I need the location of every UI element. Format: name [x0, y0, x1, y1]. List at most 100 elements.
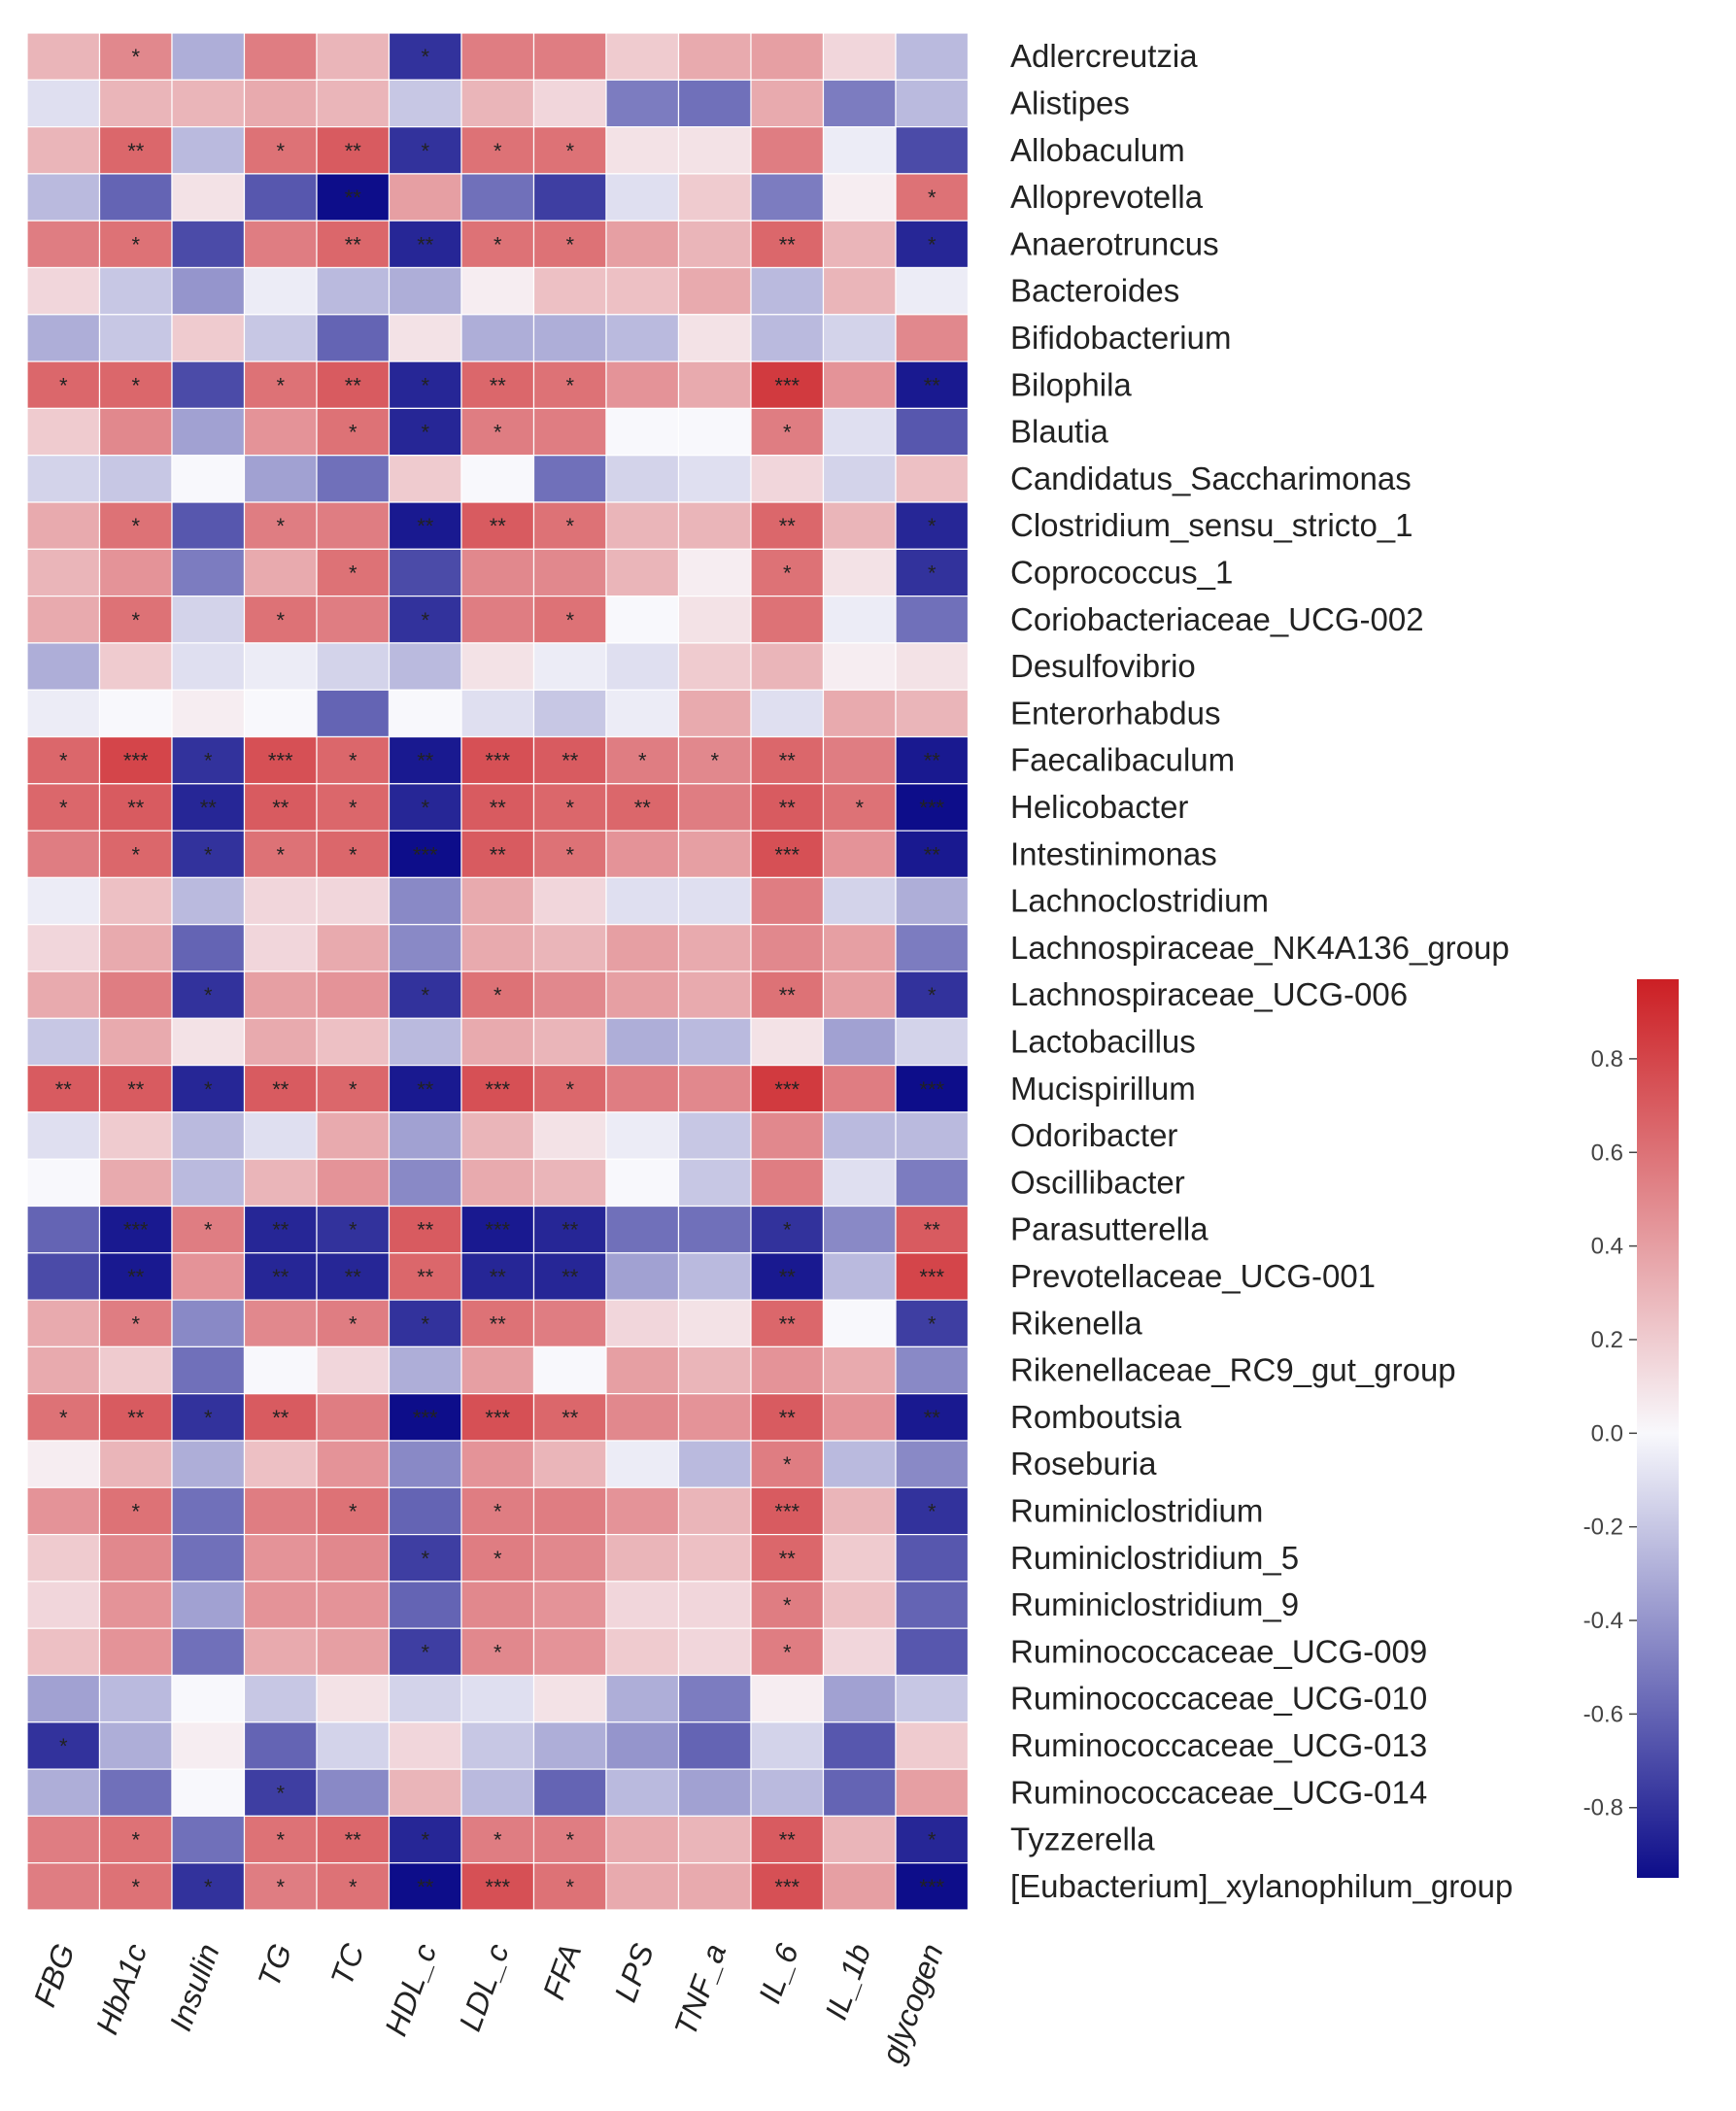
heatmap-cell [26, 1627, 101, 1677]
heatmap-cell [750, 1017, 825, 1067]
heatmap-cell [460, 1299, 535, 1347]
significance-mark: * [783, 1218, 792, 1243]
heatmap-cell [532, 1393, 607, 1442]
heatmap-cell [98, 1158, 173, 1208]
heatmap-cell [388, 1721, 462, 1770]
heatmap-cell [98, 407, 173, 457]
heatmap-cell [532, 1205, 607, 1254]
heatmap-cell [895, 1158, 970, 1208]
heatmap-cell [822, 830, 897, 878]
heatmap-cell [243, 266, 318, 316]
significance-mark: * [276, 373, 285, 397]
heatmap-cell [822, 689, 897, 738]
row-label: Bifidobacterium [1010, 320, 1231, 356]
heatmap-cell [171, 735, 246, 785]
heatmap-cell [171, 455, 246, 503]
heatmap-cell [605, 970, 680, 1019]
significance-mark: * [204, 1077, 213, 1102]
heatmap-cell [171, 1815, 246, 1864]
row-label: Lactobacillus [1010, 1023, 1196, 1059]
significance-mark: * [349, 749, 357, 773]
significance-mark: ** [562, 749, 579, 773]
heatmap-cell [316, 220, 391, 269]
heatmap-cell [895, 642, 970, 691]
column-label: FBG [27, 1939, 82, 2011]
significance-mark: ** [345, 186, 362, 210]
heatmap-cell [895, 735, 970, 785]
heatmap-cell [26, 79, 101, 128]
heatmap-cell [532, 689, 607, 738]
heatmap-cell [822, 1721, 897, 1770]
heatmap-cell [895, 1345, 970, 1395]
heatmap-cell [532, 1252, 607, 1301]
colorbar-tick-label: 0.8 [1591, 1046, 1623, 1073]
heatmap-cell [171, 1017, 246, 1067]
heatmap-cell [677, 1862, 752, 1911]
heatmap-cell [316, 1440, 391, 1488]
significance-mark: ** [272, 1265, 289, 1289]
row-label: Ruminiclostridium_5 [1010, 1540, 1299, 1576]
heatmap-cell [460, 220, 535, 269]
significance-mark: * [494, 1828, 502, 1853]
heatmap-cell [677, 1815, 752, 1864]
row-label: [Eubacterium]_xylanophilum_group [1010, 1868, 1513, 1904]
heatmap-cell [605, 79, 680, 128]
heatmap-cell [822, 1064, 897, 1113]
significance-mark: * [59, 1734, 68, 1758]
significance-mark: *** [774, 1875, 800, 1899]
heatmap-cell [677, 1486, 752, 1536]
heatmap-cell [26, 1486, 101, 1536]
row-label: Intestinimonas [1010, 835, 1217, 871]
heatmap-cell [388, 924, 462, 972]
heatmap-cell [388, 595, 462, 644]
heatmap-cell [605, 548, 680, 597]
heatmap-cell [316, 360, 391, 410]
significance-mark: * [349, 1077, 357, 1102]
significance-marks: * *** * ** * * *** ** ** ** * * ** ** * * ** * ** * *** *** * *… [55, 45, 945, 1899]
column-label: glycogen [874, 1939, 950, 2068]
heatmap-cell [98, 1252, 173, 1301]
heatmap-cell [26, 314, 101, 362]
heatmap-cell [316, 924, 391, 972]
heatmap-cell [677, 595, 752, 644]
heatmap-cell [750, 314, 825, 362]
heatmap-cell [822, 79, 897, 128]
significance-mark: *** [123, 1218, 149, 1243]
heatmap-cell [316, 314, 391, 362]
heatmap-cell [26, 220, 101, 269]
heatmap-cell [460, 1017, 535, 1067]
heatmap-cell [316, 1158, 391, 1208]
heatmap-cell [822, 314, 897, 362]
significance-mark: * [421, 139, 429, 163]
heatmap-cell [532, 314, 607, 362]
heatmap-cell [750, 1345, 825, 1395]
heatmap-cell [895, 1815, 970, 1864]
significance-mark: * [421, 1311, 429, 1336]
heatmap-cell [677, 1721, 752, 1770]
row-label: Rikenellaceae_RC9_gut_group [1010, 1352, 1456, 1388]
heatmap-cell [388, 548, 462, 597]
heatmap-cell [388, 79, 462, 128]
heatmap-cell [677, 924, 752, 972]
heatmap-cell [895, 830, 970, 878]
heatmap-cell [677, 407, 752, 457]
heatmap-cell [460, 830, 535, 878]
heatmap-cell [316, 1533, 391, 1583]
heatmap-cell [243, 220, 318, 269]
heatmap-cell [605, 32, 680, 81]
heatmap-cell [532, 1486, 607, 1536]
heatmap-cell [388, 1581, 462, 1629]
row-label: Mucispirillum [1010, 1071, 1196, 1107]
column-label: TG [251, 1939, 298, 1992]
heatmap-cell [388, 32, 462, 81]
significance-mark: ** [634, 796, 652, 820]
heatmap-cell [460, 173, 535, 221]
heatmap-cell [605, 1299, 680, 1347]
heatmap-cell [316, 455, 391, 503]
heatmap-cell [388, 360, 462, 410]
significance-mark: * [565, 139, 574, 163]
significance-mark: * [131, 1875, 140, 1899]
row-label: Ruminiclostridium_9 [1010, 1586, 1299, 1622]
significance-mark: ** [127, 1406, 145, 1430]
heatmap-cell [895, 1205, 970, 1254]
